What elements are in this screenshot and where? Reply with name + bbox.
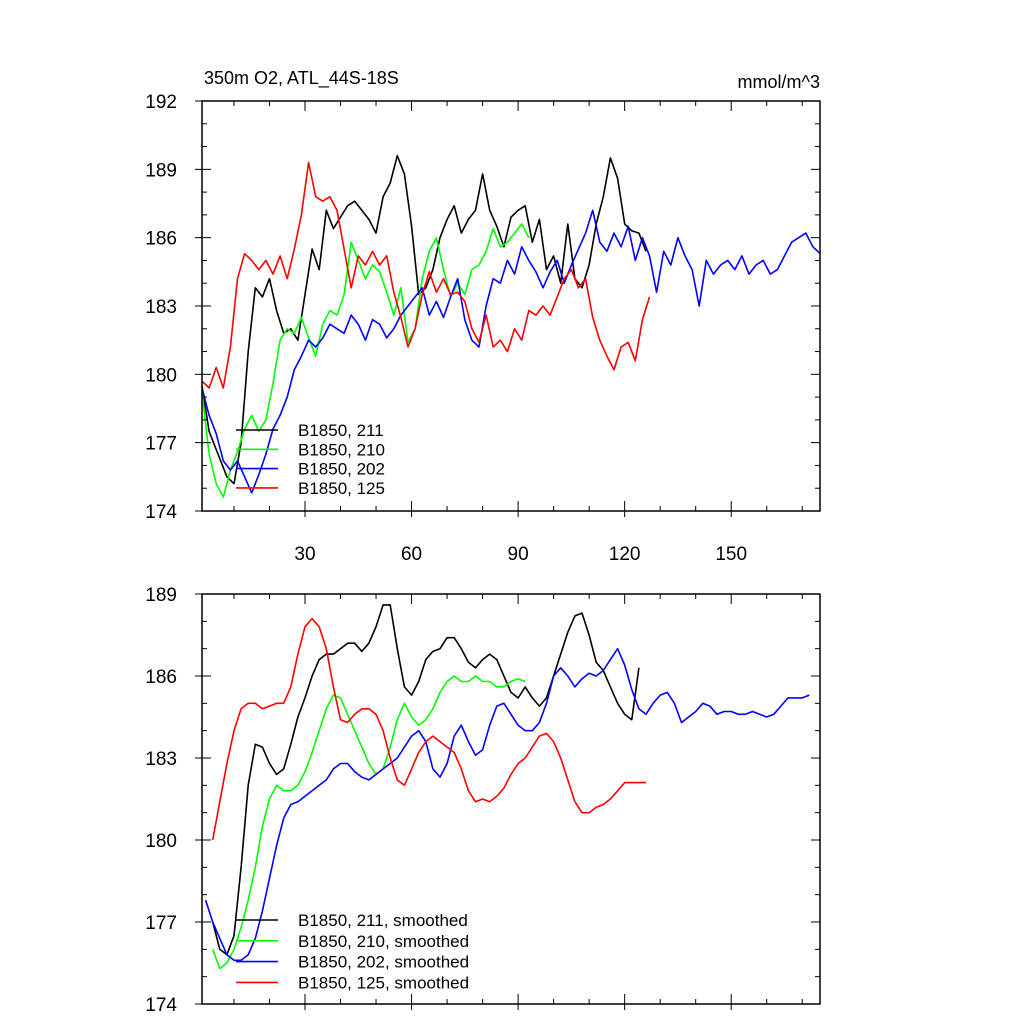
y-tick-label: 180	[145, 365, 177, 386]
legend-label: B1850, 202, smoothed	[298, 953, 469, 972]
y-tick-label: 189	[145, 160, 177, 181]
bottom-plot-frame	[201, 593, 821, 1005]
series-line	[211, 617, 646, 841]
series-line	[201, 209, 821, 494]
y-tick-label: 174	[145, 502, 177, 523]
legend-label: B1850, 211, smoothed	[298, 911, 468, 930]
units-label: mmol/m^3	[738, 72, 820, 92]
y-tick-label: 186	[145, 229, 177, 250]
legend-label: B1850, 211	[298, 421, 384, 440]
y-tick-label: 189	[145, 585, 177, 606]
y-tick-label: 174	[145, 995, 177, 1016]
series-line	[204, 647, 810, 962]
legend-label: B1850, 125	[298, 479, 385, 498]
y-tick-label: 177	[145, 913, 177, 934]
series-line	[201, 161, 651, 389]
legend-label: B1850, 210, smoothed	[298, 932, 469, 951]
x-tick-label: 60	[401, 544, 422, 565]
legend-label: B1850, 202	[298, 460, 385, 479]
x-tick-label: 150	[715, 544, 747, 565]
legend-label: B1850, 210	[298, 440, 385, 459]
x-tick-label: 30	[294, 544, 315, 565]
chart-title: 350m O2, ATL_44S-18S	[204, 68, 399, 89]
legend-label: B1850, 125, smoothed	[298, 973, 469, 992]
series-line	[201, 223, 530, 499]
x-tick-label: 90	[508, 544, 529, 565]
y-tick-label: 180	[145, 831, 177, 852]
y-tick-label: 177	[145, 434, 177, 455]
series-line	[211, 675, 526, 970]
series-line	[201, 154, 647, 485]
y-tick-label: 183	[145, 749, 177, 770]
bottom-legend: B1850, 211, smoothed B1850, 210, smoothed…	[236, 911, 469, 992]
x-tick-label: 120	[609, 544, 641, 565]
top-panel: 30 60 90 120 150 174 177 180 183 186 189 192 B1850,…	[145, 92, 821, 565]
top-plot-frame	[201, 100, 821, 512]
y-tick-label: 183	[145, 297, 177, 318]
series-line	[211, 604, 640, 956]
y-tick-label: 186	[145, 667, 177, 688]
y-tick-label: 192	[145, 92, 177, 113]
